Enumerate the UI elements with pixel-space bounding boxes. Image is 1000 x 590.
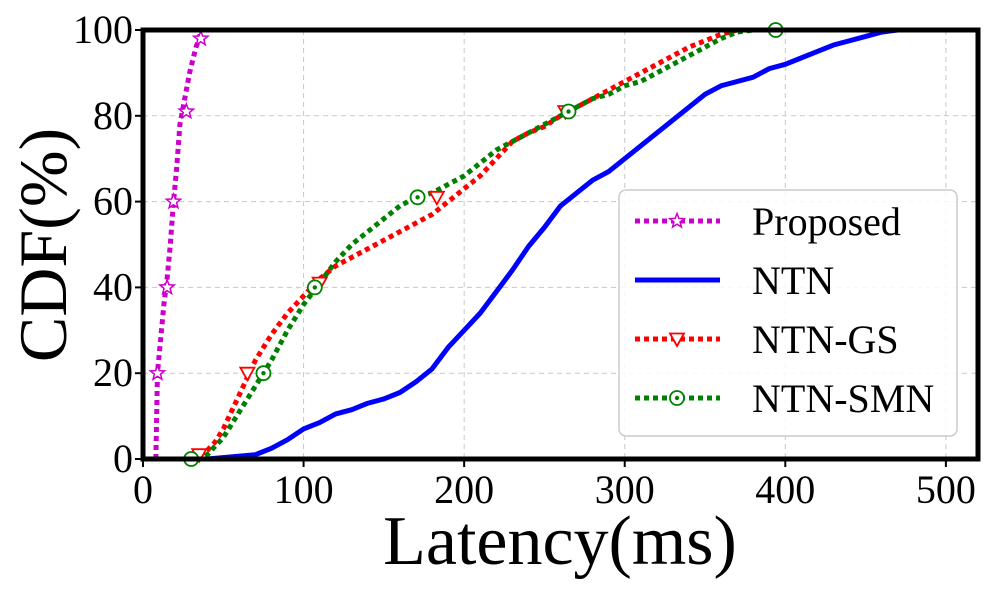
- marker-ntn-gs-1: [238, 366, 256, 383]
- x-tick-label-400: 400: [755, 467, 815, 512]
- y-tick-label-100: 100: [73, 7, 133, 52]
- series-line-ntn: [207, 27, 930, 462]
- plot-frame: [140, 27, 981, 462]
- legend-marker-ntn-smn: [669, 390, 685, 406]
- series-line-ntn-gs: [190, 27, 770, 462]
- series-line-proposed: [153, 29, 204, 460]
- marker-proposed-1: [157, 277, 177, 296]
- series-markers: [148, 22, 784, 467]
- x-axis-title: Latency(ms): [383, 503, 737, 580]
- marker-proposed-4: [191, 28, 210, 47]
- y-tick-label-0: 0: [113, 436, 133, 481]
- legend-box: [618, 189, 958, 437]
- marker-proposed-3: [177, 101, 196, 120]
- x-tick-label-100: 100: [274, 467, 334, 512]
- legend-label-ntn: NTN: [752, 258, 834, 303]
- x-tick-label-500: 500: [916, 467, 976, 512]
- series-lines: [153, 27, 930, 462]
- marker-ntn-smn-1: [255, 365, 272, 382]
- y-tick-label-20: 20: [93, 350, 133, 395]
- marker-ntn-smn-4: [560, 103, 577, 120]
- marker-proposed-2: [164, 192, 183, 210]
- y-tick-label-40: 40: [93, 264, 133, 309]
- legend: Proposed NTN NTN-GS NTN-SMN: [618, 189, 958, 437]
- marker-proposed-0: [148, 363, 167, 381]
- legend-label-proposed: Proposed: [752, 199, 901, 244]
- marker-ntn-smn-3: [409, 189, 426, 206]
- x-tick-label-300: 300: [595, 467, 655, 512]
- series-line-ntn-smn: [187, 27, 778, 462]
- y-tick-label-60: 60: [93, 179, 133, 224]
- axis-ticks: 0 100 200 300 400 500 0 20 40 60 80 100: [73, 7, 976, 512]
- y-axis-title: CDF(%): [5, 128, 81, 362]
- marker-ntn-smn-2: [306, 279, 323, 296]
- marker-ntn-gs-3: [428, 190, 446, 207]
- legend-marker-ntn-gs: [668, 332, 686, 348]
- x-tick-label-0: 0: [133, 467, 153, 512]
- legend-label-ntn-smn: NTN-SMN: [752, 376, 934, 421]
- legend-marker-proposed: [667, 211, 687, 229]
- y-tick-label-80: 80: [93, 93, 133, 138]
- x-tick-label-200: 200: [434, 467, 494, 512]
- legend-label-ntn-gs: NTN-GS: [752, 317, 899, 362]
